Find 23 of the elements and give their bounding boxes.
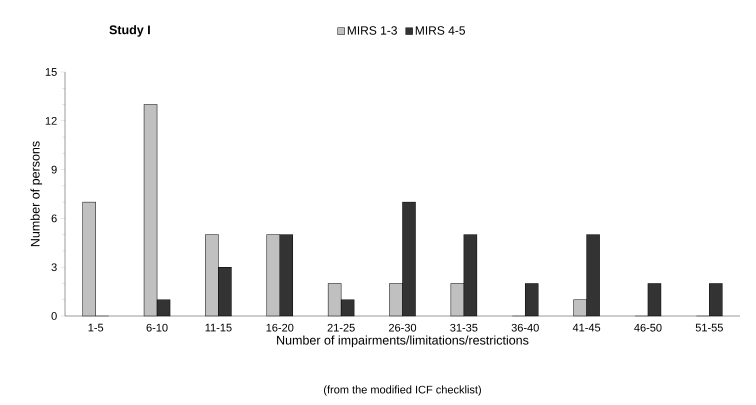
y-axis-title: Number of persons bbox=[30, 141, 42, 246]
x-tick-label: 46-50 bbox=[634, 324, 662, 332]
legend-label: MIRS 4-5 bbox=[416, 26, 465, 35]
x-tick-label: 6-10 bbox=[146, 324, 168, 332]
y-tick-label: 0 bbox=[52, 312, 57, 320]
y-tick-label: 9 bbox=[52, 166, 57, 174]
x-tick-label: 51-55 bbox=[696, 324, 723, 332]
x-tick-label: 31-35 bbox=[450, 324, 478, 332]
y-tick-label: 12 bbox=[46, 116, 57, 125]
y-tick-label: 3 bbox=[52, 263, 57, 272]
legend-label: MIRS 1-3 bbox=[348, 26, 397, 35]
chart-title: Study I bbox=[109, 25, 150, 37]
x-tick-label: 26-30 bbox=[388, 324, 416, 332]
x-tick-label: 41-45 bbox=[572, 324, 600, 332]
x-tick-label: 16-20 bbox=[266, 324, 294, 332]
text: (from the modified ICF checklist) bbox=[324, 385, 481, 396]
x-axis-title: Number of impairments/limitations/restrictions bbox=[277, 335, 528, 348]
x-tick-label: 21-25 bbox=[328, 324, 355, 332]
x-tick-label: 1-5 bbox=[88, 324, 104, 332]
x-tick-label: 36-40 bbox=[512, 324, 539, 332]
x-tick-label: 11-15 bbox=[206, 324, 232, 332]
y-tick-label: 15 bbox=[46, 68, 57, 76]
y-tick-label: 6 bbox=[52, 214, 57, 222]
